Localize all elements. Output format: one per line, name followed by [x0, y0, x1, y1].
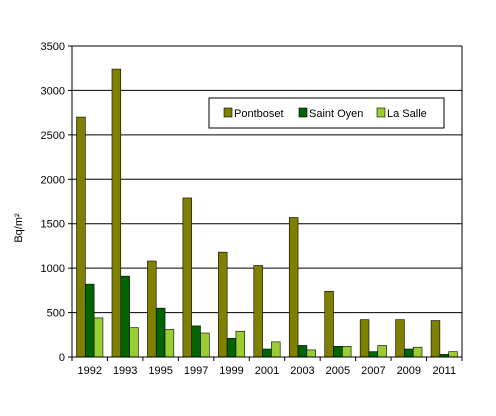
x-tick-label-2009: 2009 [397, 365, 421, 377]
y-tick-label: 3500 [41, 41, 65, 53]
y-tick-label: 3000 [41, 85, 65, 97]
bar-pontboset-1993 [111, 68, 122, 358]
y-tick-label: 500 [47, 308, 65, 320]
bar-la-salle-1997 [200, 332, 210, 358]
x-tick-label-1992: 1992 [77, 365, 101, 377]
bar-saint-oyen-1992 [85, 283, 95, 358]
bar-la-salle-2001 [271, 341, 281, 358]
x-tick-label-1999: 1999 [219, 365, 243, 377]
legend-swatch-pontboset [223, 107, 233, 118]
bar-la-salle-1995 [164, 329, 175, 358]
bar-pontboset-2007 [359, 319, 370, 358]
x-tick-label-2011: 2011 [432, 365, 456, 377]
legend-label-la-salle: La Salle [387, 108, 427, 120]
bar-saint-oyen-2009 [404, 348, 414, 358]
bar-pontboset-1995 [147, 260, 157, 358]
bar-pontboset-1997 [182, 197, 192, 358]
bars [76, 68, 458, 358]
y-tick-label: 0 [59, 352, 65, 364]
x-tick-labels: 1992 1993 1995 1997 1999 2001 2003 2005 2007 2009… [71, 357, 463, 377]
legend-label-pontboset: Pontboset [234, 108, 284, 120]
bar-saint-oyen-2005 [333, 346, 343, 358]
y-tick-label: 2500 [41, 130, 65, 142]
bar-saint-oyen-2003 [297, 345, 308, 358]
bar-saint-oyen-1997 [191, 325, 201, 358]
bar-saint-oyen-2001 [262, 348, 272, 358]
bar-la-salle-1993 [129, 327, 139, 358]
bar-pontboset-2009 [395, 319, 405, 358]
bar-la-salle-2011 [448, 351, 458, 358]
bar-pontboset-1992 [76, 116, 86, 358]
legend-swatch-saint-oyen [298, 107, 308, 118]
x-tick-label-1993: 1993 [113, 365, 137, 377]
x-tick-label-1997: 1997 [184, 365, 208, 377]
bar-la-salle-2003 [306, 349, 316, 358]
legend: Pontboset Saint Oyen La Salle [208, 97, 445, 129]
x-tick-label-2001: 2001 [255, 365, 279, 377]
x-tick-label-2005: 2005 [326, 365, 350, 377]
x-tick-label-2007: 2007 [361, 365, 385, 377]
y-tick-label: 1500 [41, 219, 65, 231]
bar-saint-oyen-1993 [120, 275, 130, 358]
legend-swatch-la-salle [376, 107, 386, 118]
bar-pontboset-1999 [218, 251, 228, 358]
gridlines [68, 45, 462, 358]
y-tick-labels: 0 500 1000 1500 2000 2500 3000 3500 [41, 41, 65, 364]
bar-la-salle-2009 [412, 346, 423, 358]
bar-pontboset-2003 [288, 217, 299, 358]
bar-la-salle-1999 [235, 330, 246, 358]
axes [71, 46, 463, 358]
bar-saint-oyen-1999 [226, 338, 237, 358]
bar-saint-oyen-2007 [368, 351, 379, 358]
x-tick-label-1995: 1995 [148, 365, 172, 377]
bar-la-salle-1992 [93, 317, 104, 358]
bar-pontboset-2001 [253, 265, 263, 358]
x-tick-label-2003: 2003 [290, 365, 314, 377]
y-tick-label: 2000 [41, 174, 65, 186]
bar-pontboset-2011 [430, 320, 441, 358]
legend-box [208, 97, 445, 129]
legend-label-saint-oyen: Saint Oyen [309, 108, 363, 120]
bar-la-salle-2005 [342, 346, 352, 358]
bar-saint-oyen-1995 [155, 307, 166, 358]
y-tick-label: 1000 [41, 263, 65, 275]
y-axis-label: Bq/m² [13, 213, 25, 243]
bar-la-salle-2007 [377, 345, 387, 358]
bar-pontboset-2005 [324, 290, 334, 358]
